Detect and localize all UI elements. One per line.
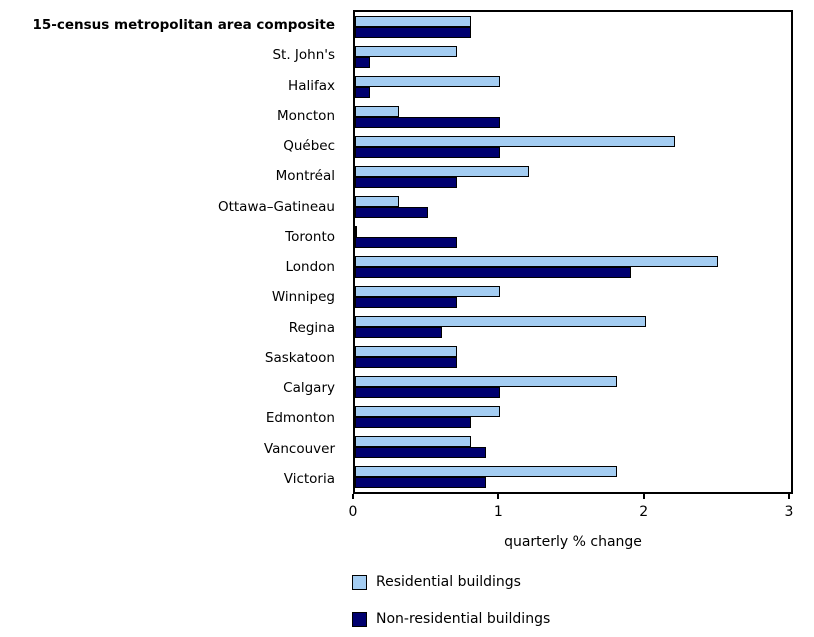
legend: Residential buildings Non-residential bui… xyxy=(352,574,550,637)
legend-swatch xyxy=(352,574,367,590)
x-axis-label: quarterly % change xyxy=(504,534,642,550)
x-axis-ticks: 0 1 2 3 xyxy=(349,494,793,528)
bar-non-residential xyxy=(355,297,457,308)
category-label: Edmonton xyxy=(265,410,335,427)
bar-non-residential xyxy=(355,147,501,158)
bar-group xyxy=(355,12,791,42)
bar-group xyxy=(355,42,791,72)
bar-residential xyxy=(355,16,472,27)
bar-group xyxy=(355,372,791,402)
bar-group xyxy=(355,342,791,372)
bar-non-residential xyxy=(355,477,486,488)
category-label: Toronto xyxy=(285,228,335,245)
plot-area xyxy=(353,10,793,494)
category-label: Victoria xyxy=(283,470,335,487)
bar-group xyxy=(355,252,791,282)
category-label: Vancouver xyxy=(263,440,335,457)
legend-label: Residential buildings xyxy=(376,574,521,590)
bar-group xyxy=(355,162,791,192)
bar-non-residential xyxy=(355,57,370,68)
category-label: London xyxy=(285,259,336,276)
bar-residential xyxy=(355,136,675,147)
bar-group xyxy=(355,312,791,342)
bar-residential xyxy=(355,376,617,387)
bar-group xyxy=(355,72,791,102)
category-label: Regina xyxy=(288,319,335,336)
category-label: Saskatoon xyxy=(264,349,335,366)
bar-non-residential xyxy=(355,27,472,38)
bar-non-residential xyxy=(355,447,486,458)
bar-residential xyxy=(355,346,457,357)
bar-non-residential xyxy=(355,357,457,368)
bar-non-residential xyxy=(355,87,370,98)
bar-group xyxy=(355,192,791,222)
bar-non-residential xyxy=(355,177,457,188)
x-tick-mark xyxy=(788,494,790,499)
bar-non-residential xyxy=(355,117,501,128)
bar-group xyxy=(355,132,791,162)
bar-group xyxy=(355,402,791,432)
x-tick-label: 0 xyxy=(348,504,358,520)
category-label: Calgary xyxy=(283,380,335,397)
legend-item: Non-residential buildings xyxy=(352,611,550,627)
bar-group xyxy=(355,282,791,312)
x-tick-mark xyxy=(642,494,645,499)
bar-non-residential xyxy=(355,207,428,218)
bar-group xyxy=(355,102,791,132)
bar-group xyxy=(355,462,791,492)
bar-residential xyxy=(355,106,399,117)
bar-residential xyxy=(355,196,399,207)
bar-residential xyxy=(355,316,646,327)
bar-non-residential xyxy=(355,267,632,278)
bar-residential xyxy=(355,46,457,57)
category-label: Québec xyxy=(283,138,335,155)
bar-residential xyxy=(355,166,530,177)
category-label: 15-census metropolitan area composite xyxy=(32,17,335,34)
x-tick-label: 2 xyxy=(639,504,649,520)
category-label: Winnipeg xyxy=(271,289,335,306)
bar-residential xyxy=(355,466,617,477)
category-label: Moncton xyxy=(277,107,335,124)
bar-residential xyxy=(355,286,501,297)
bar-non-residential xyxy=(355,237,457,248)
category-labels: 15-census metropolitan area composite St.… xyxy=(0,10,344,494)
category-label: St. John's xyxy=(272,47,335,64)
legend-swatch xyxy=(352,611,367,627)
bar-residential xyxy=(355,76,501,87)
x-tick-label: 3 xyxy=(784,504,794,520)
bar-residential xyxy=(355,436,472,447)
legend-label: Non-residential buildings xyxy=(376,611,551,627)
category-label: Montréal xyxy=(275,168,335,185)
category-label: Halifax xyxy=(288,77,335,94)
bar-group xyxy=(355,432,791,462)
x-tick-label: 1 xyxy=(493,504,503,520)
x-tick-mark xyxy=(352,494,354,499)
bar-non-residential xyxy=(355,327,443,338)
bar-residential xyxy=(355,256,719,267)
bar-residential xyxy=(355,406,501,417)
bar-non-residential xyxy=(355,417,472,428)
bar-non-residential xyxy=(355,387,501,398)
category-label: Ottawa–Gatineau xyxy=(217,198,335,215)
bar-group xyxy=(355,222,791,252)
x-tick-mark xyxy=(497,494,500,499)
legend-item: Residential buildings xyxy=(352,574,550,590)
bar-residential xyxy=(355,226,357,237)
